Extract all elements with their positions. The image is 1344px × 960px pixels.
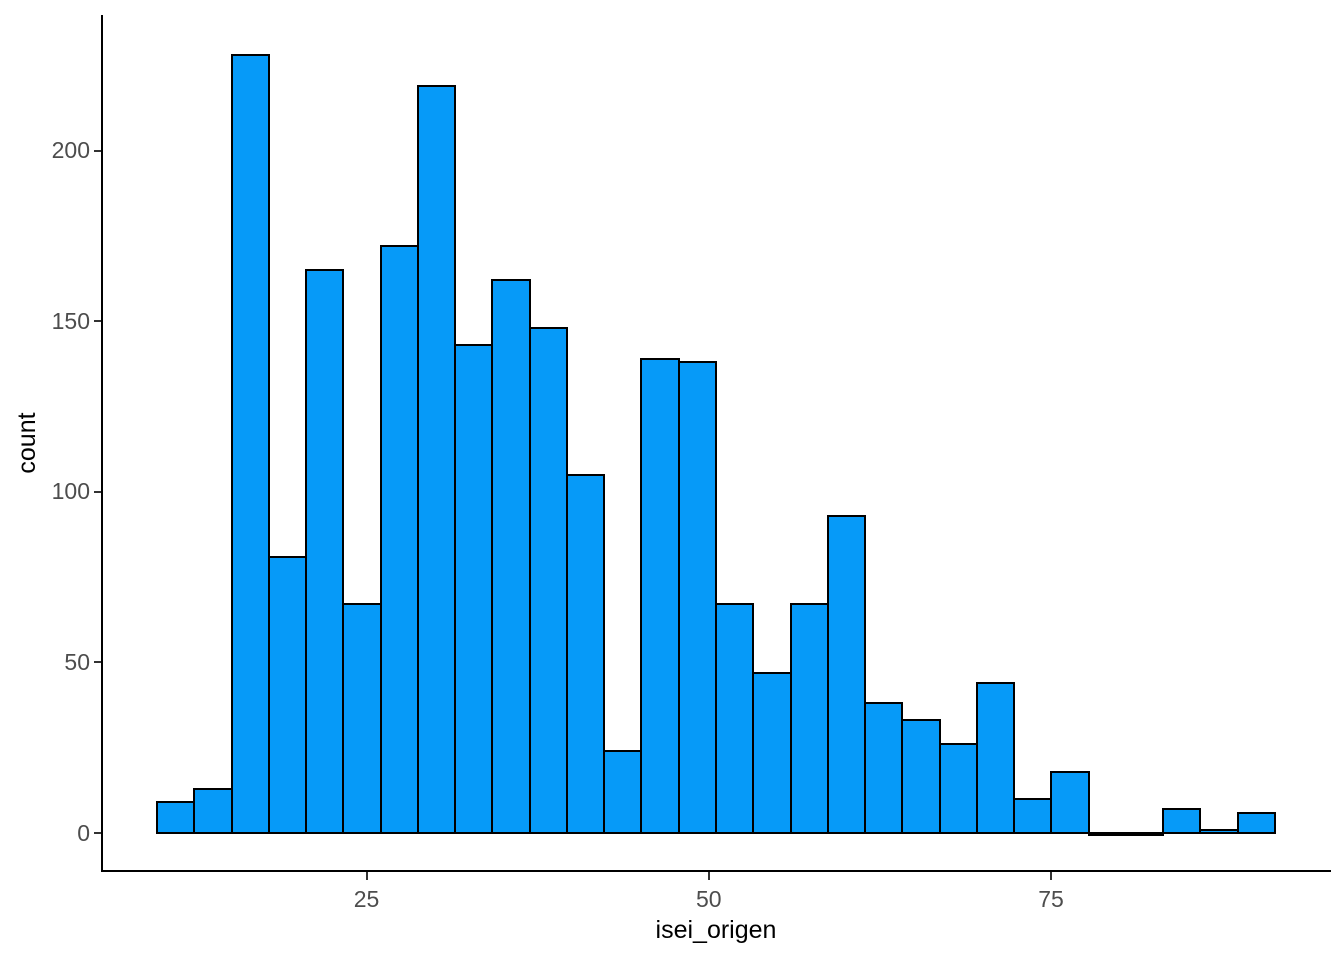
histogram-bar bbox=[677, 361, 717, 834]
y-tick-mark bbox=[94, 320, 101, 323]
histogram-bar bbox=[491, 279, 531, 834]
x-tick-mark bbox=[707, 872, 710, 880]
histogram-bar bbox=[193, 787, 233, 834]
histogram-bar bbox=[1087, 832, 1127, 836]
x-tick-label: 50 bbox=[695, 886, 722, 912]
histogram-bar bbox=[528, 326, 568, 834]
x-axis-title: isei_origen bbox=[655, 916, 777, 944]
histogram-bar bbox=[156, 801, 196, 834]
y-tick-label: 100 bbox=[51, 478, 90, 505]
histogram-bar bbox=[789, 603, 829, 834]
histogram-bar bbox=[379, 245, 419, 834]
histogram-bar bbox=[826, 514, 867, 834]
y-tick-label: 200 bbox=[51, 137, 90, 163]
histogram-bar bbox=[901, 719, 941, 834]
histogram-bar bbox=[267, 555, 308, 834]
histogram-bar bbox=[305, 268, 345, 834]
y-axis-title: count bbox=[13, 412, 41, 474]
histogram-bar bbox=[1236, 811, 1276, 834]
x-tick-mark bbox=[1050, 872, 1052, 880]
x-tick-mark bbox=[365, 872, 368, 880]
histogram-bar bbox=[1162, 808, 1202, 834]
histogram-bar bbox=[416, 84, 457, 834]
y-axis-line bbox=[101, 15, 103, 872]
histogram-bar bbox=[752, 671, 792, 834]
histogram-bar bbox=[975, 681, 1016, 834]
y-tick-mark bbox=[94, 490, 101, 493]
histogram-bar bbox=[715, 603, 755, 834]
y-tick-label: 150 bbox=[51, 307, 90, 334]
x-axis-line bbox=[101, 870, 1331, 872]
y-tick-mark bbox=[94, 832, 101, 834]
x-tick-label: 75 bbox=[1038, 886, 1064, 912]
histogram-bar bbox=[938, 743, 978, 834]
y-tick-mark bbox=[94, 661, 101, 664]
histogram-bar bbox=[565, 473, 606, 834]
histogram-bar bbox=[864, 702, 904, 834]
y-tick-label: 50 bbox=[64, 648, 90, 675]
histogram-bar bbox=[1124, 832, 1165, 836]
x-tick-label: 25 bbox=[353, 886, 380, 912]
histogram-bar bbox=[640, 357, 680, 834]
histogram-bar bbox=[342, 603, 382, 834]
histogram-bar bbox=[230, 53, 270, 834]
y-tick-mark bbox=[94, 149, 101, 152]
histogram-bar bbox=[1013, 797, 1053, 834]
histogram-bar bbox=[603, 750, 643, 834]
histogram-bar bbox=[1050, 770, 1090, 834]
histogram-bar bbox=[454, 344, 494, 834]
y-tick-label: 0 bbox=[77, 819, 90, 846]
histogram-bar bbox=[1199, 828, 1239, 834]
